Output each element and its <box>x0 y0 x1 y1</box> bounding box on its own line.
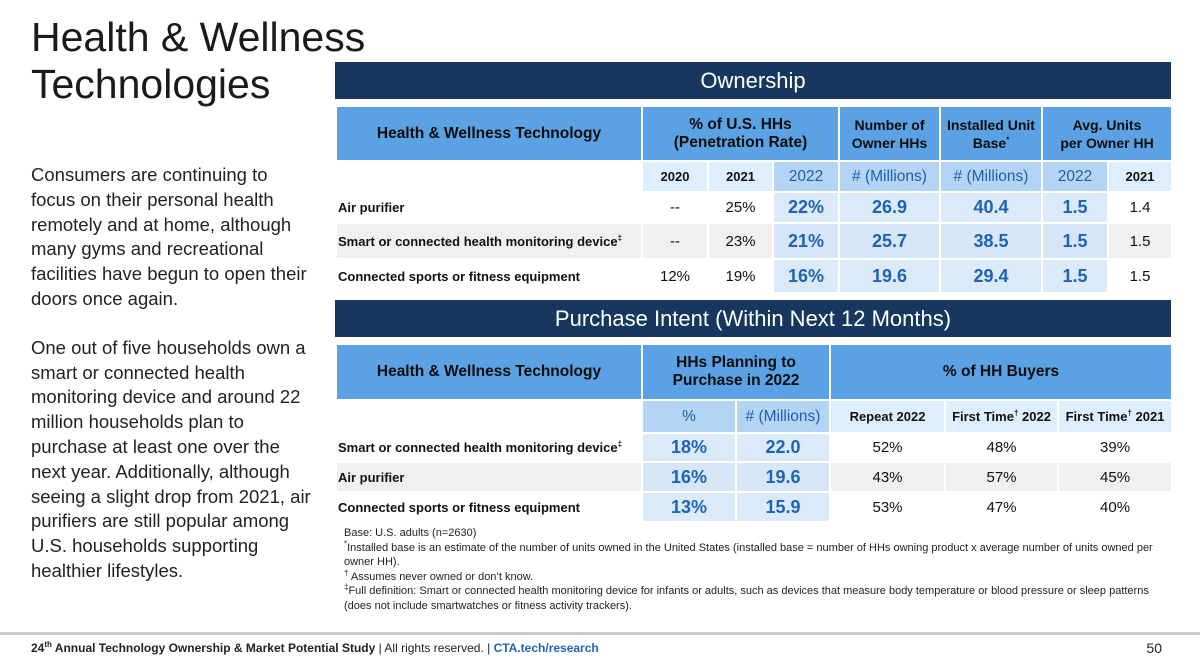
cell-2022: 22% <box>772 191 840 224</box>
page-number: 50 <box>1146 640 1162 656</box>
owner-hhs-header: Number of Owner HHs <box>838 105 941 162</box>
cell-2020: -- <box>641 222 709 260</box>
cell-avg-2022: 1.5 <box>1041 258 1109 294</box>
table-row: Connected sports or fitness equipment 13… <box>335 491 1174 523</box>
cell-avg-2022: 1.5 <box>1041 191 1109 224</box>
subheader-repeat-2022: Repeat 2022 <box>829 399 947 434</box>
cell-2021: 19% <box>707 258 774 294</box>
subheader-2021: 2021 <box>707 160 774 193</box>
subheader-pct: % <box>641 399 737 434</box>
footnote-definition: ‡Full definition: Smart or connected hea… <box>344 582 1149 612</box>
table-row: Air purifier 16% 19.6 43% 57% 45% <box>335 461 1174 493</box>
row-label: Air purifier <box>335 191 643 224</box>
research-link[interactable]: CTA.tech/research <box>493 641 599 655</box>
footnotes: Base: U.S. adults (n=2630) *Installed ba… <box>344 526 1154 613</box>
cell-base: 40.4 <box>939 191 1043 224</box>
cell-2022: 21% <box>772 222 840 260</box>
subheader-2020: 2020 <box>641 160 709 193</box>
body-text: Consumers are continuing to focus on the… <box>31 163 316 584</box>
cell-2022: 16% <box>772 258 840 294</box>
page-title: Health & Wellness Technologies <box>31 14 371 108</box>
subheader-2022: 2022 <box>772 160 840 193</box>
row-label: Connected sports or fitness equipment <box>335 491 643 523</box>
ownership-table: Health & Wellness Technology % of U.S. H… <box>335 105 1174 294</box>
cell-2021: 23% <box>707 222 774 260</box>
intent-subheader-row: % # (Millions) Repeat 2022 First Time† 2… <box>335 399 1174 434</box>
cell-first-2022: 48% <box>944 432 1060 463</box>
row-label: Smart or connected health monitoring dev… <box>335 222 643 260</box>
cell-2021: 25% <box>707 191 774 224</box>
buyers-header: % of HH Buyers <box>829 343 1174 401</box>
footer-divider <box>0 632 1200 635</box>
cell-2020: 12% <box>641 258 709 294</box>
title-line-2: Technologies <box>31 61 271 107</box>
cell-first-2022: 47% <box>944 491 1060 523</box>
cell-2020: -- <box>641 191 709 224</box>
body-paragraph-2: One out of five households own a smart o… <box>31 336 311 581</box>
study-title: 24th Annual Technology Ownership & Marke… <box>31 640 376 656</box>
cell-owners: 19.6 <box>838 258 941 294</box>
cell-repeat: 43% <box>829 461 947 493</box>
row-label: Air purifier <box>335 461 643 493</box>
cell-base: 38.5 <box>939 222 1043 260</box>
ownership-tech-header: Health & Wellness Technology <box>335 105 643 162</box>
avg-units-header: Avg. Units per Owner HH <box>1040 105 1174 162</box>
cell-repeat: 53% <box>829 491 947 523</box>
planning-header: HHs Planning to Purchase in 2022 <box>640 343 832 401</box>
cell-first-2021: 45% <box>1057 461 1174 493</box>
cell-base: 29.4 <box>939 258 1043 294</box>
body-paragraph-1: Consumers are continuing to focus on the… <box>31 164 307 309</box>
cell-pct: 18% <box>641 432 737 463</box>
penetration-header: % of U.S. HHs (Penetration Rate) <box>641 105 840 162</box>
ownership-banner: Ownership <box>335 62 1171 99</box>
ownership-subheader-row: 2020 2021 2022 # (Millions) # (Millions)… <box>335 160 1174 193</box>
row-label: Connected sports or fitness equipment <box>335 258 643 294</box>
cell-millions: 22.0 <box>734 432 832 463</box>
subheader-first-2022: First Time† 2022 <box>944 399 1060 434</box>
cell-avg-2021: 1.5 <box>1106 258 1174 294</box>
subheader-owners-millions: # (Millions) <box>838 160 941 193</box>
table-row: Smart or connected health monitoring dev… <box>335 432 1174 463</box>
subheader-avg-2022: 2022 <box>1041 160 1109 193</box>
footnote-base: Base: U.S. adults (n=2630) <box>344 527 477 539</box>
cell-repeat: 52% <box>829 432 947 463</box>
cell-owners: 26.9 <box>838 191 941 224</box>
cell-first-2021: 39% <box>1057 432 1174 463</box>
table-row: Connected sports or fitness equipment 12… <box>335 258 1174 294</box>
footer: 24th Annual Technology Ownership & Marke… <box>31 640 599 656</box>
title-line-1: Health & Wellness <box>31 14 366 60</box>
ownership-header-row: Health & Wellness Technology % of U.S. H… <box>335 105 1174 162</box>
installed-base-header: Installed Unit Base* <box>939 105 1043 162</box>
cell-avg-2021: 1.5 <box>1106 222 1174 260</box>
subheader-base-millions: # (Millions) <box>939 160 1043 193</box>
cell-avg-2021: 1.4 <box>1106 191 1174 224</box>
cell-first-2021: 40% <box>1057 491 1174 523</box>
table-row: Smart or connected health monitoring dev… <box>335 222 1174 260</box>
cell-first-2022: 57% <box>944 461 1060 493</box>
table-row: Air purifier -- 25% 22% 26.9 40.4 1.5 1.… <box>335 191 1174 224</box>
cell-millions: 15.9 <box>734 491 832 523</box>
row-label: Smart or connected health monitoring dev… <box>335 432 643 463</box>
footnote-first-time: † Assumes never owned or don’t know. <box>344 567 534 583</box>
footnote-installed-base: *Installed base is an estimate of the nu… <box>344 538 1153 568</box>
subheader-first-2021: First Time† 2021 <box>1057 399 1174 434</box>
cell-pct: 16% <box>641 461 737 493</box>
cell-millions: 19.6 <box>734 461 832 493</box>
intent-header-row: Health & Wellness Technology HHs Plannin… <box>335 343 1174 401</box>
subheader-avg-2021: 2021 <box>1106 160 1174 193</box>
cell-pct: 13% <box>641 491 737 523</box>
intent-tech-header: Health & Wellness Technology <box>335 343 643 401</box>
subheader-millions: # (Millions) <box>734 399 832 434</box>
cell-owners: 25.7 <box>838 222 941 260</box>
purchase-intent-banner: Purchase Intent (Within Next 12 Months) <box>335 300 1171 337</box>
cell-avg-2022: 1.5 <box>1041 222 1109 260</box>
purchase-intent-table: Health & Wellness Technology HHs Plannin… <box>335 343 1174 523</box>
rights-text: All rights reserved. <box>384 641 488 655</box>
